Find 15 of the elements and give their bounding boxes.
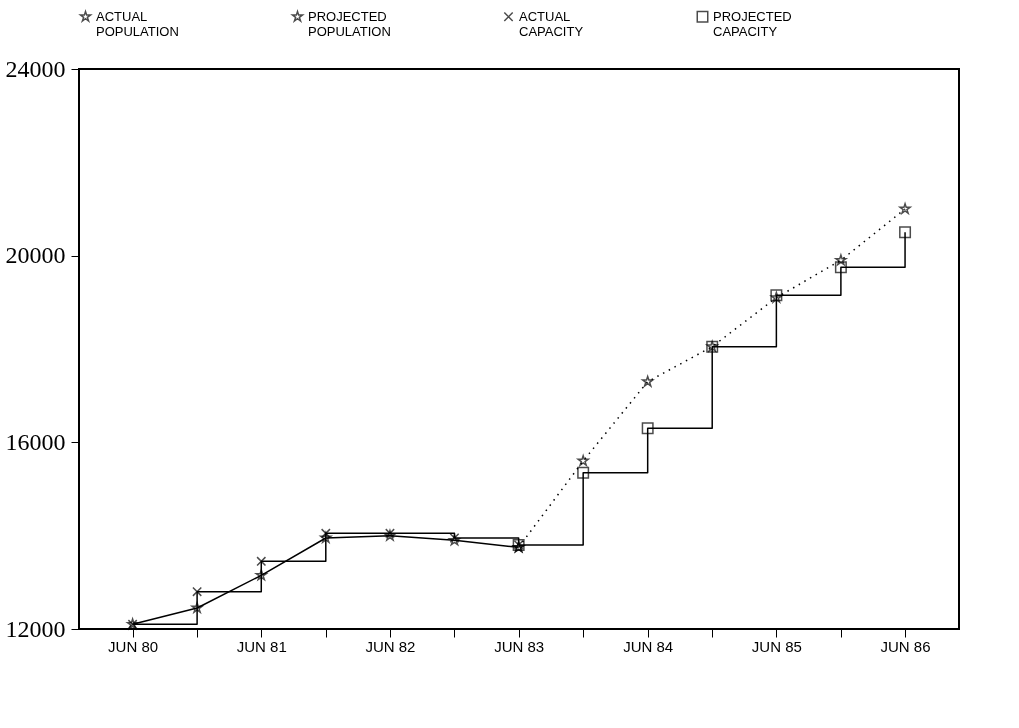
x-tick-label: JUN 82 — [365, 637, 416, 655]
x-tick-label: JUN 81 — [236, 637, 287, 655]
x-tick-label: JUN 86 — [880, 637, 931, 655]
legend-label: PROJECTED CAPACITY — [713, 8, 792, 39]
x-tick-label: JUN 85 — [751, 637, 802, 655]
y-tick-label: 20000 — [5, 242, 66, 269]
x-tick-label: JUN 83 — [494, 637, 545, 655]
y-tick-label: 12000 — [5, 615, 66, 642]
x-tick-label: JUN 84 — [623, 637, 674, 655]
y-tick-label: 16000 — [5, 428, 66, 455]
legend-label: ACTUAL POPULATION — [96, 8, 179, 39]
y-tick-label: 24000 — [5, 55, 66, 82]
legend-label: PROJECTED POPULATION — [308, 8, 391, 39]
x-tick-label: JUN 80 — [108, 637, 159, 655]
legend-label: ACTUAL CAPACITY — [519, 8, 584, 39]
